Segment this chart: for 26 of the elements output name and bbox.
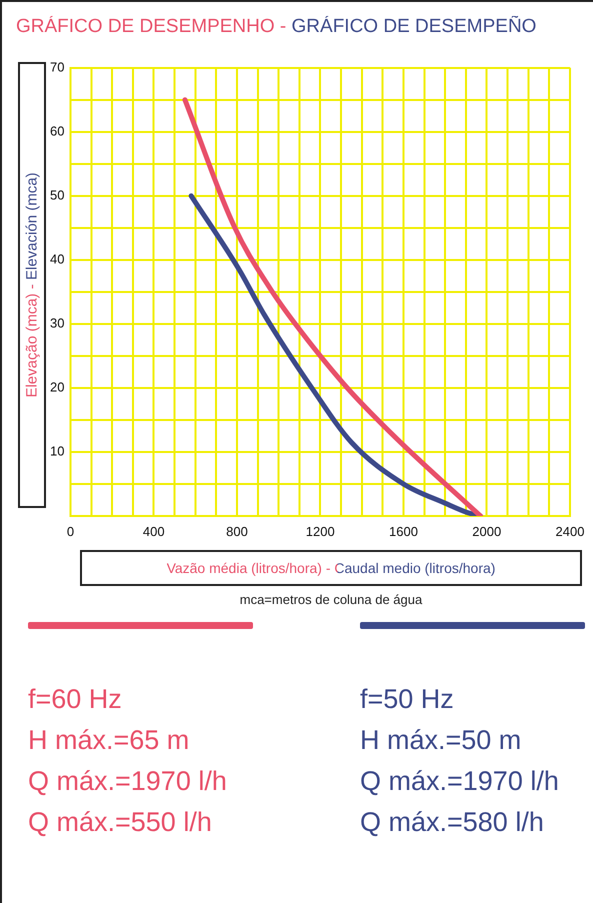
x-tick-label: 1600 — [389, 524, 418, 540]
y-tick-label: 30 — [50, 315, 64, 330]
text: Q máx.=1970 l/h — [360, 765, 560, 798]
text: H máx.=65 m — [28, 724, 190, 757]
x-tick-label: 1200 — [306, 524, 335, 540]
text: Q máx.=1970 l/h — [28, 765, 228, 798]
y-axis-title: Elevação (mca) - Elevación (mca) — [24, 172, 40, 398]
text: Q máx.=550 l/h — [28, 806, 213, 839]
y-tick-label: 60 — [50, 123, 64, 138]
y-tick-label: 20 — [50, 380, 64, 395]
text: mca=metros de coluna de água — [238, 592, 424, 607]
x-tick-label: 800 — [226, 524, 248, 540]
y-tick-label: 70 — [50, 59, 64, 74]
x-tick-label: 2000 — [472, 524, 502, 540]
text: f=60 Hz — [28, 683, 123, 716]
x-tick-label: 400 — [142, 524, 165, 540]
x-tick-label: 2400 — [556, 524, 584, 540]
text: f=50 Hz — [360, 683, 455, 716]
x-tick-label: 0 — [66, 524, 74, 540]
y-tick-label: 40 — [50, 251, 64, 266]
chart-title: GRÁFICO DE DESEMPENHO - GRÁFICO DE DESEMPEÑO — [16, 16, 536, 38]
x-axis-title: Vazão média (litros/hora) - Caudal medio (litros/hora) — [166, 560, 496, 576]
y-tick-label: 10 — [50, 444, 64, 459]
y-tick-label: 50 — [50, 187, 64, 202]
text: H máx.=50 m — [360, 724, 522, 757]
text: Q máx.=580 l/h — [360, 806, 545, 839]
